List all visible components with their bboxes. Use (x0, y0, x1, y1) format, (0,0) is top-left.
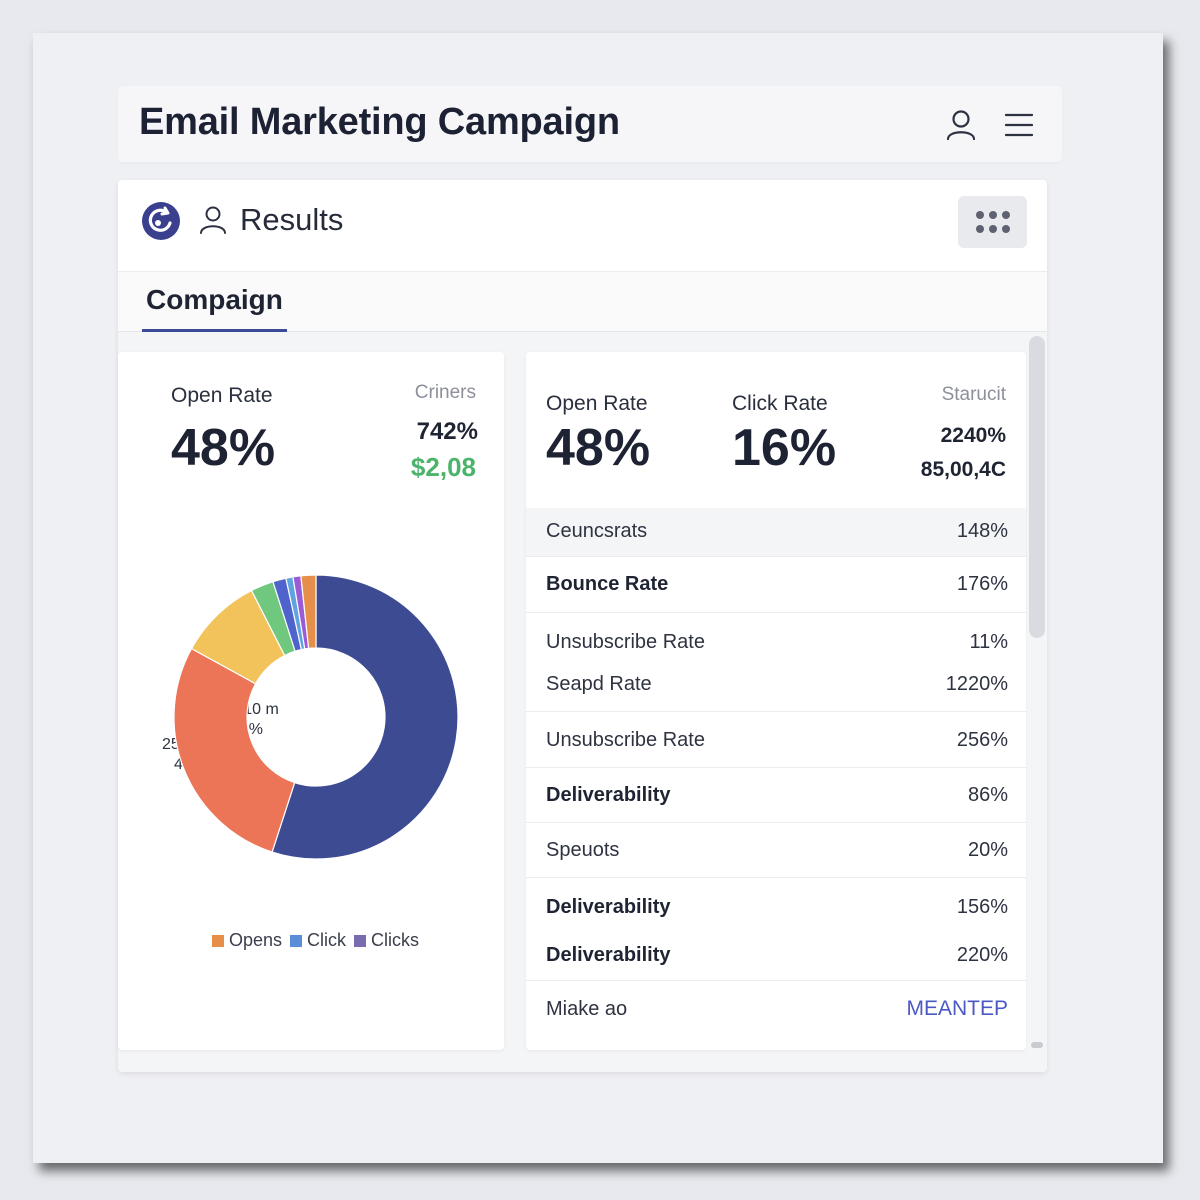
results-toolbar: Results (118, 180, 1047, 272)
metric-label: Deliverability (546, 896, 671, 918)
donut-chart: 25,10 m 20% 25,10 m 48% (162, 574, 459, 860)
user-icon (946, 110, 976, 141)
metric-value: 86% (967, 784, 1008, 806)
open-rate-label: Open Rate (546, 392, 648, 415)
metric-row[interactable]: Deliverability 156% (526, 878, 1026, 926)
row-divider (526, 711, 1026, 712)
legend-item-click: Click (290, 930, 346, 951)
results-heading: Results (240, 202, 344, 237)
legend-label-clicks: Clicks (371, 930, 420, 950)
legend-item-opens: Opens (212, 930, 282, 951)
metric-value: 156% (956, 896, 1008, 918)
tab-campaign[interactable]: Compaign (142, 272, 287, 332)
hamburger-menu-button[interactable] (1004, 110, 1034, 140)
sync-logo-icon (142, 202, 180, 240)
user-account-button[interactable] (944, 108, 978, 142)
scrollbar[interactable] (1027, 336, 1047, 1052)
app-header: Email Marketing Campaign (118, 86, 1062, 162)
legend-item-clicks: Clicks (354, 930, 419, 951)
row-divider (526, 556, 1026, 557)
tab-bar: Compaign (118, 272, 1047, 332)
side-metric-value-2: 85,00,4C (920, 458, 1006, 481)
donut-slice-0 (271, 574, 459, 860)
side-metric-value-1: 2240% (940, 424, 1006, 447)
metric-label: Deliverability (546, 784, 671, 806)
app-logo[interactable] (141, 201, 181, 241)
metric-row[interactable]: Deliverability 86% (526, 768, 1026, 822)
row-divider (526, 980, 1026, 981)
open-rate-label: Open Rate (171, 384, 273, 407)
scrollbar-thumb[interactable] (1029, 336, 1045, 638)
metric-label: Seapd Rate (546, 673, 652, 695)
dots-grid-icon (976, 211, 1010, 233)
metric-label: Unsubscribe Rate (546, 729, 705, 751)
grid-menu-button[interactable] (958, 196, 1027, 248)
side-metric-label: Starucit (941, 384, 1006, 405)
legend-label-click: Click (307, 930, 347, 950)
meantep-link[interactable]: MEANTEP (906, 997, 1008, 1020)
open-rate-panel: Open Rate 48% Criners 742% $2,08 25,10 m… (118, 352, 504, 1050)
metric-value: 176% (956, 573, 1008, 595)
menu-icon (1004, 113, 1034, 137)
row-divider (526, 822, 1026, 823)
metric-value: 148% (956, 520, 1008, 542)
row-divider (526, 612, 1026, 613)
side-metric-label: Criners (414, 382, 476, 403)
metric-value: 1220% (945, 673, 1008, 695)
metric-label: Speuots (546, 839, 620, 861)
open-rate-value: 48% (171, 419, 276, 477)
donut-slice-7 (300, 574, 317, 650)
donut-slice-1 (173, 647, 296, 853)
metric-label: Deliverability (546, 944, 671, 966)
page-title: Email Marketing Campaign (139, 101, 620, 143)
metric-row[interactable]: Deliverability 220% (526, 926, 1026, 980)
legend-swatch-opens (212, 934, 224, 947)
metric-value: 11% (969, 631, 1008, 653)
metric-row[interactable]: Seapd Rate 1220% (526, 655, 1026, 710)
metric-value: 256% (956, 729, 1008, 751)
row-divider (526, 877, 1026, 878)
metric-label: Ceuncsrats (546, 520, 648, 542)
revenue-value: $2,08 (410, 452, 476, 482)
scrollbar-end-arrow[interactable] (1031, 1042, 1043, 1048)
metric-row[interactable]: Unsubscribe Rate 11% (526, 613, 1026, 655)
click-rate-value: 16% (732, 419, 837, 477)
metric-row[interactable]: Ceuncsrats 148% (526, 508, 1026, 556)
click-rate-label: Click Rate (732, 392, 828, 415)
open-rate-value: 48% (546, 419, 651, 477)
person-icon (198, 204, 228, 236)
metrics-summary: Open Rate 48% Click Rate 16% Starucit 22… (526, 352, 1026, 508)
side-metric-value: 742% (416, 418, 478, 445)
metric-row[interactable]: Speuots 20% (526, 823, 1026, 877)
legend-swatch-click (290, 934, 303, 947)
metrics-panel: Open Rate 48% Click Rate 16% Starucit 22… (526, 352, 1026, 1050)
metric-row[interactable]: Unsubscribe Rate 256% (526, 712, 1026, 767)
metric-row[interactable]: Bounce Rate 176% (526, 557, 1026, 612)
metric-value: 220% (956, 944, 1008, 966)
legend-swatch-clicks (354, 934, 367, 947)
results-card: Results Compaign Open Rate 48% Criners 7… (118, 180, 1047, 1072)
metric-label: Unsubscribe Rate (546, 631, 705, 653)
metric-label: Miake ao (546, 998, 628, 1020)
metric-value: 20% (967, 839, 1008, 861)
chart-legend: Opens Click Clicks (212, 930, 419, 951)
metric-row[interactable]: Miake ao MEANTEP (526, 981, 1026, 1041)
row-divider (526, 767, 1026, 768)
legend-label-opens: Opens (229, 930, 283, 950)
metric-label: Bounce Rate (546, 573, 669, 595)
